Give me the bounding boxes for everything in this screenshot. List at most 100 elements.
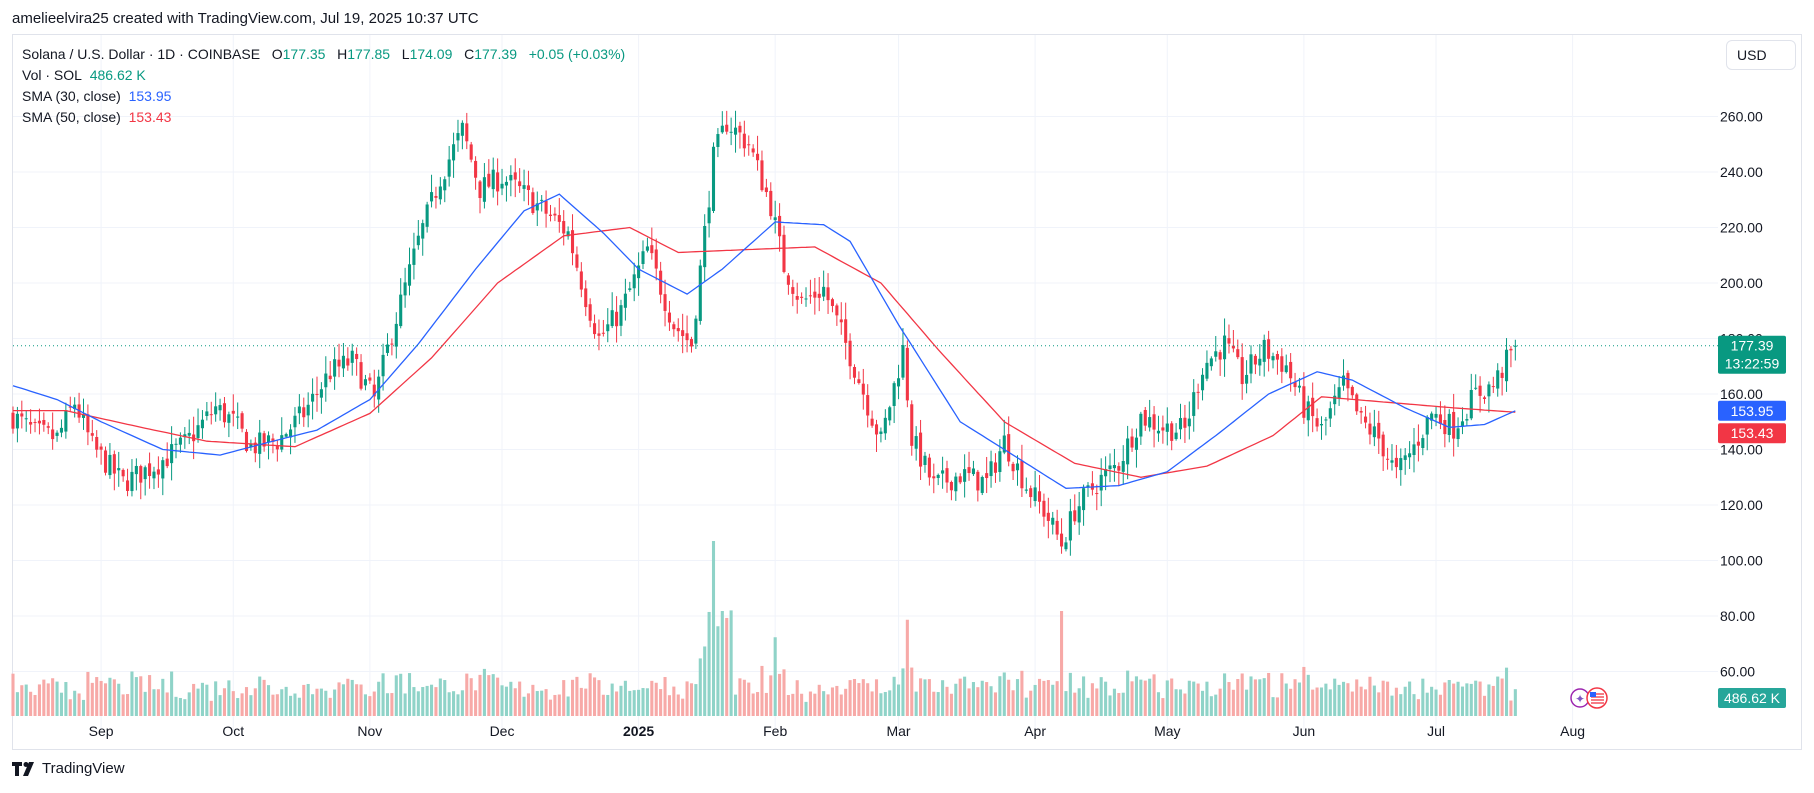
candle-body	[1372, 426, 1376, 438]
candle-body	[1139, 413, 1143, 437]
volume-bar	[11, 673, 15, 716]
volume-bar	[1443, 682, 1447, 716]
candle-body	[311, 393, 315, 402]
candle-body	[143, 467, 147, 480]
candles[interactable]	[11, 110, 1517, 556]
volume-bar	[1469, 683, 1473, 716]
x-tick-label: Dec	[490, 723, 515, 739]
volume-bar	[1487, 684, 1491, 716]
last-price-tag-bg	[1718, 335, 1786, 374]
volume-bar	[469, 678, 473, 716]
candle-body	[59, 427, 64, 433]
currency-button[interactable]: USD	[1726, 40, 1796, 70]
flag-canton	[1590, 692, 1596, 697]
candle-body	[756, 153, 760, 161]
volume-bar	[905, 619, 909, 716]
volume-bar	[341, 684, 345, 716]
volume-bar	[328, 697, 332, 716]
y-tick-label: 200.00	[1720, 275, 1763, 291]
candle-body	[676, 328, 680, 332]
volume-bar	[482, 668, 486, 716]
legend-sma30-row[interactable]: SMA (30, close) 153.95	[22, 86, 625, 107]
candle-body	[747, 144, 751, 146]
volume-bar	[689, 683, 694, 716]
candle-body	[1042, 500, 1046, 517]
volume-bar	[460, 690, 464, 716]
candle-body	[90, 433, 94, 436]
sma50-line	[13, 226, 1516, 478]
volume-bar	[1200, 690, 1205, 716]
candle-body	[319, 389, 323, 398]
candle-body	[910, 404, 914, 446]
candle-body	[244, 431, 249, 451]
candle-body	[826, 287, 830, 301]
volume-bar	[844, 688, 848, 716]
candle-body	[725, 124, 729, 132]
candle-body	[205, 411, 209, 416]
volume-bar	[716, 626, 720, 716]
volume-bar	[615, 691, 619, 716]
volume-bar	[33, 694, 37, 716]
candle-body	[258, 432, 262, 454]
volume-bar	[416, 691, 420, 716]
volume-bar	[37, 684, 41, 716]
candle-body	[429, 192, 434, 202]
us-flag-event-icon[interactable]	[1586, 687, 1608, 709]
candle-body	[879, 431, 883, 434]
volume-bar	[152, 689, 156, 716]
candle-body	[289, 429, 293, 438]
volume-bar	[209, 700, 213, 716]
volume-bar	[1033, 684, 1037, 716]
x-tick-label: Nov	[357, 723, 382, 739]
legend-high: 177.85	[347, 46, 391, 62]
legend-sma50-row[interactable]: SMA (50, close) 153.43	[22, 107, 625, 128]
volume-bar	[817, 684, 821, 716]
volume-bar	[293, 693, 297, 716]
candle-body	[575, 254, 579, 268]
candle-body	[588, 304, 592, 321]
volume-bar	[170, 671, 174, 716]
candle-body	[368, 377, 372, 381]
volume-bar	[756, 692, 760, 716]
candle-body	[491, 169, 495, 190]
candle-body	[403, 282, 407, 296]
candle-body	[1289, 361, 1293, 379]
volume-bar	[68, 699, 72, 716]
candle-body	[1267, 339, 1271, 359]
x-axis[interactable]: Sep Oct Nov Dec 2025 Feb Mar Apr May Jun Jul Aug	[89, 723, 1585, 739]
y-axis[interactable]: 60.0080.00100.00120.00140.00160.00180.00…	[1720, 109, 1763, 680]
legend-volume-row[interactable]: Vol · SOL 486.62 K	[22, 65, 625, 86]
candle-body	[619, 305, 623, 326]
candle-body	[707, 207, 711, 224]
volume-bar	[487, 675, 491, 716]
candle-body	[1346, 372, 1350, 389]
candle-body	[324, 373, 328, 388]
candle-body	[1359, 411, 1363, 413]
candle-body	[822, 286, 826, 297]
volume-bar	[42, 679, 46, 716]
candle-body	[165, 458, 169, 467]
tradingview-logo[interactable]: TradingView	[12, 760, 125, 777]
volume-bar	[1394, 687, 1398, 716]
candle-body	[958, 476, 962, 483]
x-tick-label: 2025	[623, 723, 654, 739]
candle-body	[152, 471, 156, 479]
candle-body	[443, 179, 447, 191]
candle-body	[764, 187, 768, 193]
candle-body	[1430, 413, 1434, 421]
legend-symbol[interactable]: Solana / U.S. Dollar · 1D · COINBASE	[22, 46, 261, 62]
event-icons[interactable]: ✦	[1570, 687, 1608, 709]
candle-body	[222, 403, 227, 423]
volume-bar	[377, 681, 381, 716]
sma50-tag-bg	[1718, 423, 1786, 444]
volume-bar	[1306, 674, 1310, 716]
volume-bar	[1297, 682, 1302, 716]
volume-bar	[218, 695, 222, 716]
candle-body	[729, 131, 733, 133]
volume-bar	[857, 683, 861, 716]
candle-body	[271, 438, 275, 442]
candle-body	[1117, 466, 1121, 471]
volume-bar	[593, 677, 597, 716]
candle-body	[174, 443, 178, 445]
